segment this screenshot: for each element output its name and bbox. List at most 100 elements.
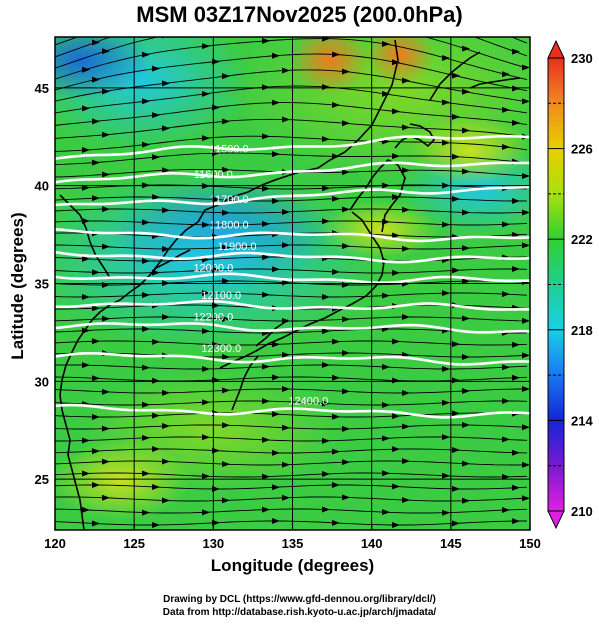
colorbar-label: 210: [571, 504, 593, 519]
streamline-arrow: [102, 48, 110, 55]
streamline-arrow: [202, 290, 210, 297]
streamline-arrow: [332, 102, 340, 109]
streamline-arrow: [442, 472, 450, 479]
streamline-arrow: [152, 412, 160, 419]
streamline-arrow: [322, 136, 330, 143]
streamline-arrow: [462, 45, 470, 52]
contour-label: 11800.0: [210, 220, 249, 232]
streamline-arrow: [162, 125, 170, 132]
streamline-arrow: [152, 112, 160, 119]
y-axis-label: Latitude (degrees): [8, 212, 27, 360]
streamline-arrow: [392, 194, 400, 201]
streamline-arrow: [222, 209, 230, 216]
streamline-arrow: [222, 278, 230, 285]
streamline-arrow: [322, 470, 330, 477]
x-tick-label: 145: [440, 536, 462, 551]
streamline-arrow: [402, 497, 410, 504]
streamline-arrow: [92, 305, 100, 312]
streamline-arrow: [202, 221, 210, 228]
streamline-arrow: [502, 144, 510, 151]
y-gridlines: [55, 87, 530, 480]
streamline-arrow: [512, 48, 520, 55]
y-tick-label: 30: [35, 374, 49, 389]
streamline-arrow: [322, 506, 330, 513]
credit-drawing: Drawing by DCL (https://www.gfd-dennou.o…: [163, 594, 436, 605]
contour-label: 12300.0: [201, 343, 241, 355]
x-tick-label: 120: [44, 536, 66, 551]
streamline-arrow: [92, 76, 100, 83]
contour-label: 12400.0: [288, 396, 328, 408]
streamline-arrow: [392, 413, 400, 420]
streamline-arrow: [442, 399, 450, 406]
streamline-arrow: [402, 458, 410, 465]
streamline-arrow: [462, 278, 470, 285]
streamline-arrow: [442, 509, 450, 516]
streamline-arrow: [92, 482, 100, 489]
streamline-arrow: [262, 291, 270, 298]
streamline-arrow: [462, 531, 470, 537]
streamline-arrow: [212, 104, 220, 111]
streamline-arrow: [272, 266, 280, 273]
streamline-arrow: [262, 254, 270, 261]
streamline-arrow: [502, 398, 510, 405]
streamline-arrow: [522, 352, 530, 359]
streamline-arrow: [142, 434, 150, 441]
streamline-arrow: [142, 470, 150, 477]
streamline-arrow: [92, 118, 100, 125]
streamline-arrow: [82, 506, 90, 513]
streamline-arrow: [142, 364, 150, 371]
streamline-arrow: [82, 105, 90, 112]
streamline-arrow: [102, 206, 110, 213]
streamline-arrow: [272, 197, 280, 204]
streamline-arrow: [322, 37, 330, 42]
streamline-arrow: [82, 255, 90, 262]
y-tick-label: 35: [35, 277, 49, 292]
streamline-arrow: [382, 470, 390, 477]
streamline-arrow: [402, 124, 410, 131]
streamline-arrow: [392, 521, 400, 528]
streamline-arrow: [512, 231, 520, 238]
streamline-arrow: [452, 447, 460, 454]
streamline-arrow: [212, 519, 220, 526]
streamline-arrow: [262, 133, 270, 140]
streamline-arrow: [452, 72, 460, 79]
streamline-arrow: [502, 106, 510, 113]
streamline-arrow: [442, 434, 450, 441]
streamline-arrow: [142, 257, 150, 264]
streamline-arrow: [262, 398, 270, 405]
streamline-arrow: [332, 5, 340, 11]
streamline-arrow: [162, 389, 170, 396]
streamline-arrow: [222, 422, 230, 429]
streamline-arrow: [502, 364, 510, 371]
colorbar: 210 214 218 222 226 230: [547, 39, 593, 530]
streamline-arrow: [162, 245, 170, 252]
streamline-arrow: [382, 509, 390, 516]
streamline-arrow: [342, 494, 350, 501]
x-axis-label: Longitude (degrees): [210, 556, 375, 575]
streamline-arrow: [462, 88, 470, 95]
x-tick-label: 135: [282, 536, 304, 551]
streamline-arrow: [282, 351, 290, 358]
streamline-arrow: [402, 423, 410, 430]
streamline-arrow: [102, 88, 110, 95]
streamline-arrow: [222, 244, 230, 251]
y-tick-labels: 25 30 35 40 45: [35, 81, 49, 487]
contour-labels: 11500.011600.011700.011800.011900.012000…: [193, 143, 328, 407]
streamline-arrow: [322, 437, 330, 444]
streamline-arrow: [222, 387, 230, 394]
streamline-arrow: [222, 461, 230, 468]
streamline-arrow: [332, 519, 340, 526]
streamline-arrow: [222, 353, 230, 360]
streamline-arrow: [342, 21, 350, 27]
colorbar-label: 218: [571, 323, 593, 338]
streamline-arrow: [152, 338, 160, 345]
streamline-arrow: [522, 98, 530, 105]
streamline-arrow: [142, 326, 150, 333]
streamline-arrow: [82, 147, 90, 154]
streamline-arrow: [102, 388, 110, 395]
streamline-arrow: [212, 485, 220, 492]
streamline-arrow: [502, 221, 510, 228]
colorbar-label: 230: [571, 51, 593, 66]
streamline-arrow: [442, 54, 450, 61]
